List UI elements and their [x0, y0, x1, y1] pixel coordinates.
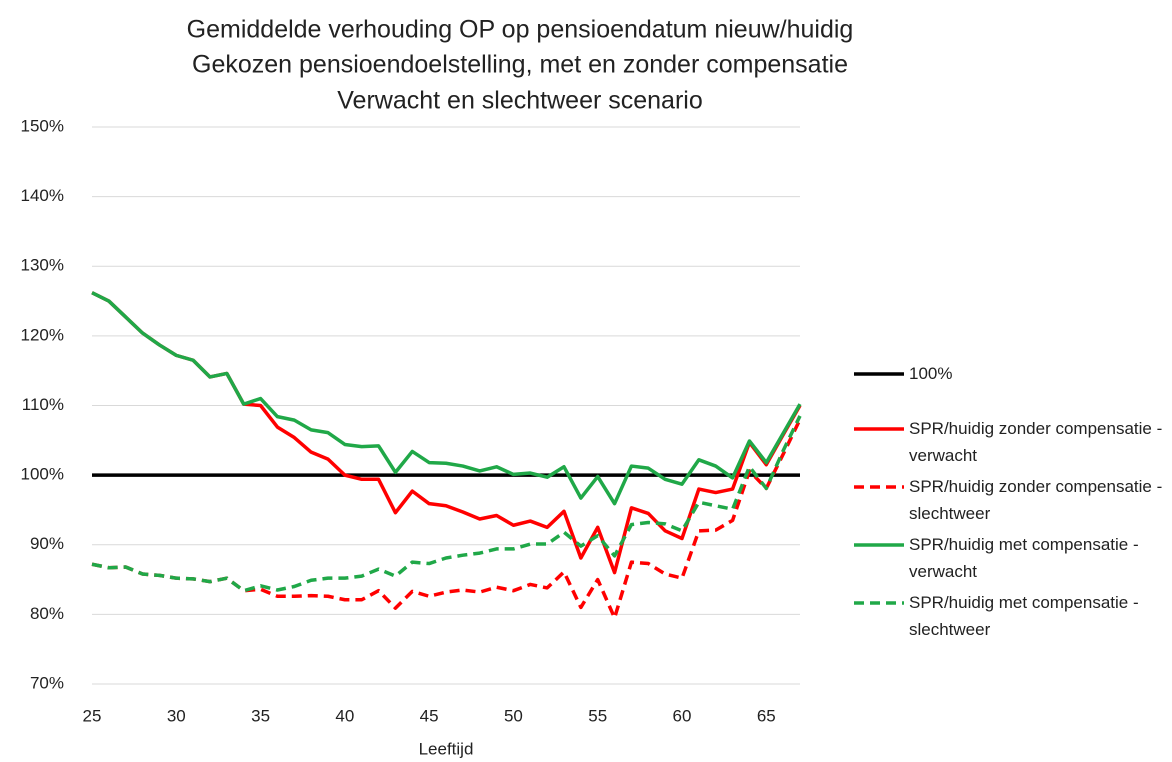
y-tick-label: 110%: [22, 395, 64, 414]
x-tick-label: 35: [251, 706, 270, 725]
series-line: [91, 291, 802, 506]
legend-swatch: [854, 372, 904, 376]
chart-title: Gekozen pensioendoelstelling, met en zon…: [192, 51, 848, 79]
y-tick-label: 100%: [21, 465, 64, 484]
x-tick-label: 65: [757, 706, 776, 725]
legend-label: SPR/huidig met compensatie - slechtweer: [909, 593, 1139, 639]
legend-item: SPR/huidig zonder compensatie - slechtwe…: [852, 473, 1167, 527]
legend-label: SPR/huidig met compensatie - verwacht: [909, 535, 1139, 581]
y-tick-label: 80%: [30, 604, 64, 623]
legend-item: SPR/huidig met compensatie - verwacht: [852, 531, 1167, 585]
legend-item: SPR/huidig zonder compensatie - verwacht: [852, 415, 1167, 469]
y-tick-label: 90%: [30, 534, 64, 553]
x-tick-label: 40: [335, 706, 354, 725]
y-tick-label: 120%: [21, 325, 64, 344]
legend-item: 100%: [852, 360, 1167, 387]
legend-label: SPR/huidig zonder compensatie - slechtwe…: [909, 477, 1163, 523]
legend-swatch: [854, 601, 904, 605]
y-tick-label: 130%: [21, 256, 64, 275]
x-axis-label: Leeftijd: [419, 739, 474, 758]
legend-swatch: [854, 543, 904, 547]
x-tick-label: 30: [167, 706, 186, 725]
chart-title: Gemiddelde verhouding OP op pensioendatu…: [187, 16, 854, 44]
legend-label: 100%: [909, 364, 953, 383]
x-tick-label: 45: [420, 706, 439, 725]
legend-swatch: [854, 485, 904, 489]
chart-title: Verwacht en slechtweer scenario: [337, 87, 702, 115]
legend-label: SPR/huidig zonder compensatie - verwacht: [909, 419, 1163, 465]
legend: 100% SPR/huidig zonder compensatie - verw…: [852, 360, 1167, 647]
x-tick-label: 25: [83, 706, 102, 725]
x-tick-label: 50: [504, 706, 523, 725]
y-tick-label: 140%: [21, 186, 64, 205]
x-tick-label: 60: [673, 706, 692, 725]
x-tick-label: 55: [588, 706, 607, 725]
legend-item: SPR/huidig met compensatie - slechtweer: [852, 589, 1167, 643]
legend-swatch: [854, 427, 904, 431]
series-line: [91, 418, 802, 620]
y-tick-label: 150%: [21, 116, 64, 135]
series-line: [91, 291, 802, 575]
series-line: [91, 415, 802, 593]
y-tick-label: 70%: [30, 673, 64, 692]
